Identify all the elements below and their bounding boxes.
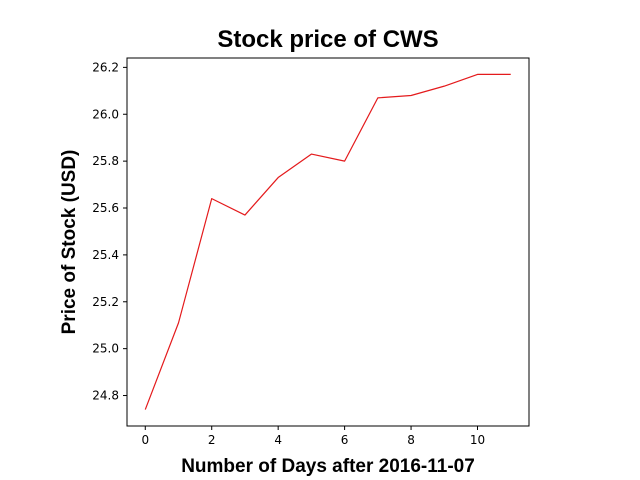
y-axis: 24.8 25.0 25.2 25.4 25.6 25.8 26.0 26.2 (92, 60, 127, 403)
x-tick-label: 2 (208, 433, 216, 447)
price-series-line (144, 73, 511, 410)
x-tick-label: 0 (141, 433, 149, 447)
series-layer (144, 73, 511, 410)
x-tick-label: 6 (341, 433, 349, 447)
x-axis: 0 2 4 6 8 10 (141, 426, 485, 447)
y-axis-title: Price of Stock (USD) (59, 150, 80, 335)
y-tick-label: 25.0 (92, 342, 119, 356)
y-tick-label: 24.8 (92, 389, 119, 403)
y-tick-label: 25.4 (92, 248, 119, 262)
x-tick-label: 10 (470, 433, 485, 447)
y-tick-label: 25.2 (92, 295, 119, 309)
plot-area (126, 57, 530, 427)
y-tick-label: 26.0 (92, 107, 119, 121)
y-tick-label: 26.2 (92, 60, 119, 74)
x-axis-title: Number of Days after 2016-11-07 (181, 456, 475, 477)
x-tick-label: 8 (407, 433, 415, 447)
y-tick-label: 25.8 (92, 154, 119, 168)
chart-title: Stock price of CWS (217, 26, 438, 53)
x-tick-label: 4 (274, 433, 282, 447)
y-tick-label: 25.6 (92, 201, 119, 215)
